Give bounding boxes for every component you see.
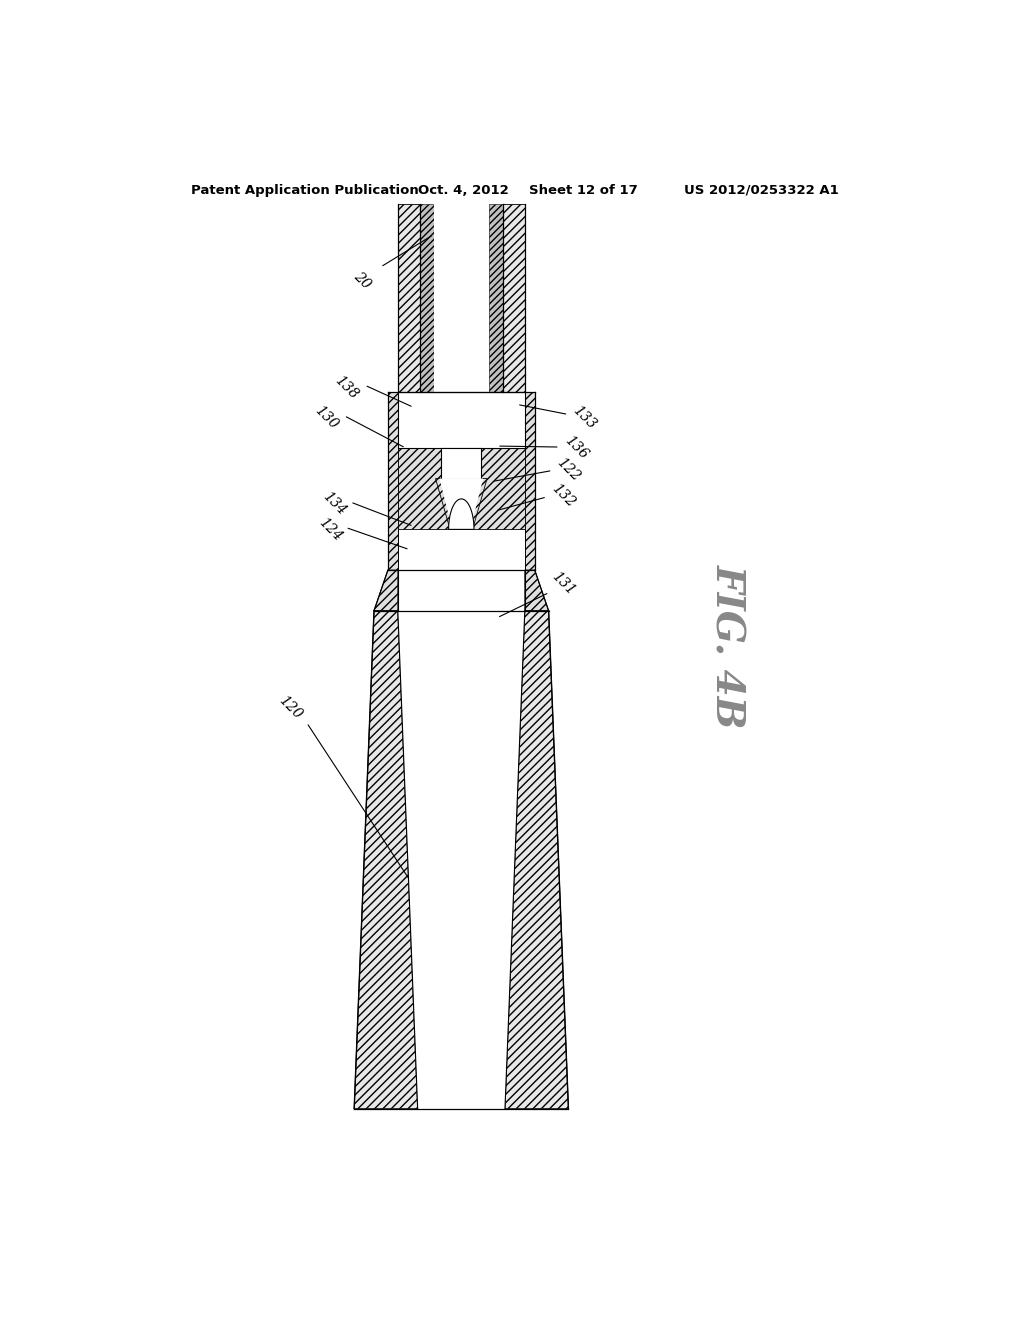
Polygon shape (524, 392, 535, 570)
Text: Sheet 12 of 17: Sheet 12 of 17 (528, 183, 638, 197)
Polygon shape (434, 205, 488, 392)
Text: 20: 20 (351, 269, 374, 292)
Text: 132: 132 (549, 482, 578, 511)
Polygon shape (420, 205, 434, 392)
Text: 122: 122 (554, 455, 583, 484)
Text: Patent Application Publication: Patent Application Publication (191, 183, 419, 197)
Polygon shape (441, 447, 481, 479)
Text: 131: 131 (549, 569, 578, 598)
Polygon shape (397, 392, 524, 447)
Polygon shape (488, 205, 503, 392)
Text: 120: 120 (276, 693, 305, 722)
Polygon shape (397, 611, 524, 1109)
Polygon shape (503, 205, 524, 392)
Polygon shape (374, 570, 397, 611)
Text: 138: 138 (332, 372, 360, 401)
Polygon shape (388, 392, 397, 570)
Text: 133: 133 (570, 403, 599, 432)
Text: 124: 124 (316, 515, 345, 544)
Polygon shape (354, 611, 418, 1109)
Text: 134: 134 (319, 490, 349, 519)
Text: 130: 130 (312, 403, 341, 432)
Polygon shape (524, 570, 549, 611)
Polygon shape (397, 205, 420, 392)
Polygon shape (397, 447, 524, 529)
Polygon shape (505, 611, 568, 1109)
Polygon shape (435, 479, 487, 524)
Text: Oct. 4, 2012: Oct. 4, 2012 (418, 183, 508, 197)
Text: 136: 136 (562, 434, 591, 462)
Polygon shape (439, 479, 483, 524)
Text: US 2012/0253322 A1: US 2012/0253322 A1 (684, 183, 839, 197)
Polygon shape (449, 499, 474, 529)
Text: FIG. 4B: FIG. 4B (709, 564, 746, 729)
